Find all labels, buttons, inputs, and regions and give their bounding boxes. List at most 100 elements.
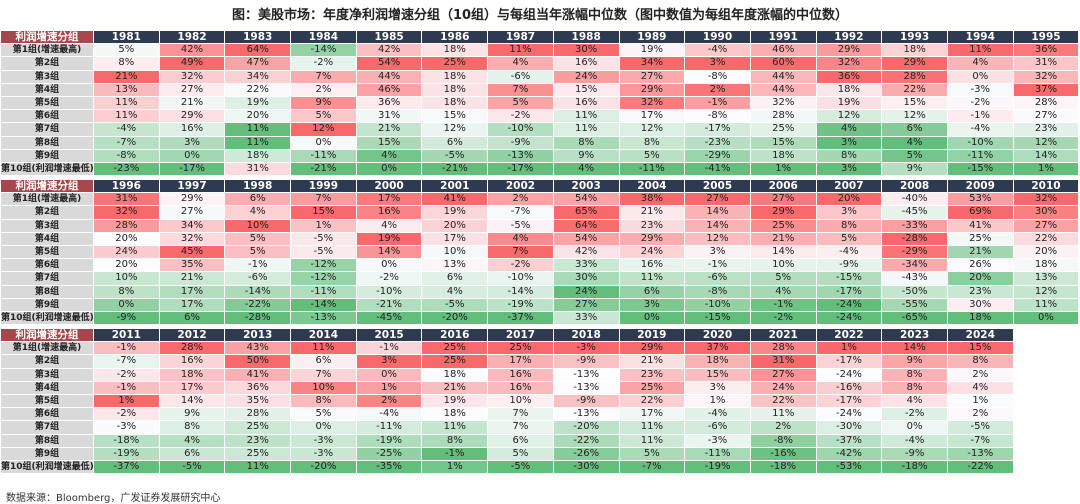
corner-label: 利润增速分组	[0, 178, 94, 194]
heatmap-cell-2016-g6: 18%	[421, 407, 489, 422]
year-header-1982: 1982	[158, 29, 226, 45]
heatmap-cell-2001-g7: 6%	[421, 271, 489, 286]
group-row-1: 第1组(增速最高) 5% 42% 64% -14% 42% 18% 11% 30% 19% -4% 4…	[0, 43, 1080, 58]
heatmap-cell-2008-g5: -29%	[881, 244, 948, 260]
row-label: 第9组	[0, 297, 94, 312]
heatmap-cell-2004-g10: 0%	[618, 310, 686, 326]
heatmap-cell-2019-g2: 21%	[618, 354, 686, 369]
heatmap-cell-1995-g4: 37%	[1012, 82, 1080, 97]
heatmap-cell-1989-g4: 29%	[618, 82, 686, 97]
heatmap-cell-1982-g2: 49%	[158, 56, 226, 71]
row-label: 第7组	[0, 271, 94, 286]
heatmap-cell-1995-g5: 28%	[1012, 95, 1080, 111]
heatmap-cell-1998-g2: 4%	[224, 205, 292, 220]
heatmap-cell-1984-g8: 0%	[290, 135, 357, 150]
heatmap-cell-1992-g6: 12%	[815, 109, 883, 124]
group-row-4: 第4组 13% 27% 22% 2% 46% 18% 7% 15% 29% 2% 44% 18% 22% -…	[0, 82, 1080, 97]
heatmap-cell-1989-g5: 32%	[618, 95, 686, 111]
heatmap-cell-1999-g6: -12%	[290, 258, 357, 273]
heatmap-cell-1999-g4: -5%	[290, 231, 357, 246]
row-label: 第1组(增速最高)	[0, 192, 94, 207]
heatmap-cell-2021-g6: 11%	[749, 407, 817, 422]
heatmap-cell-2011-g3: -2%	[93, 367, 160, 382]
row-label: 第4组	[0, 231, 94, 246]
group-row-1: 第1组(增速最高) -1% 28% 43% 11% -1% 25% 25% -3% 29% 37% 2…	[0, 341, 1014, 356]
heatmap-cell-1997-g6: 35%	[158, 258, 226, 273]
heatmap-cell-2024-g9: -13%	[946, 446, 1014, 461]
heatmap-cell-1993-g5: 15%	[881, 95, 948, 111]
heatmap-cell-2023-g3: 8%	[881, 367, 948, 382]
year-header-2020: 2020	[684, 327, 751, 343]
heatmap-cell-2001-g4: 17%	[421, 231, 489, 246]
heatmap-cell-1998-g9: -22%	[224, 297, 292, 312]
heatmap-cell-2001-g10: -20%	[421, 310, 489, 326]
heatmap-cell-2007-g4: 5%	[815, 231, 883, 246]
header-row: 利润增速分组 2011 2012 2013 2014 2015 2016 2017 2018 20…	[0, 327, 1014, 343]
row-label: 第3组	[0, 367, 94, 382]
heatmap-cell-1999-g10: -13%	[290, 310, 357, 326]
heatmap-cell-2019-g7: 11%	[618, 420, 686, 435]
heatmap-cell-1986-g1: 18%	[421, 43, 489, 58]
heatmap-cell-2016-g4: 21%	[421, 380, 489, 395]
heatmap-cell-2017-g10: -5%	[487, 459, 554, 475]
heatmap-cell-2001-g5: 10%	[421, 244, 489, 260]
heatmap-cell-2014-g9: -3%	[290, 446, 357, 461]
heatmap-cell-1991-g4: 44%	[749, 82, 817, 97]
heatmap-cell-2000-g5: 14%	[355, 244, 423, 260]
row-label: 第9组	[0, 446, 94, 461]
heatmap-cell-2020-g8: -3%	[684, 433, 751, 448]
corner-label: 利润增速分组	[0, 29, 94, 45]
heatmap-cell-1983-g1: 64%	[224, 43, 292, 58]
year-header-1985: 1985	[355, 29, 423, 45]
heatmap-cell-2011-g4: -1%	[93, 380, 160, 395]
heatmap-cell-2007-g3: 8%	[815, 218, 883, 233]
year-header-2022: 2022	[815, 327, 883, 343]
heatmap-cell-2014-g2: 6%	[290, 354, 357, 369]
year-header-1981: 1981	[93, 29, 160, 45]
heatmap-cell-1983-g7: 11%	[224, 122, 292, 137]
heatmap-cell-2009-g7: 20%	[946, 271, 1014, 286]
heatmap-cell-1985-g2: 54%	[355, 56, 423, 71]
heatmap-cell-2010-g4: 22%	[1012, 231, 1080, 246]
heatmap-cell-2013-g9: 25%	[224, 446, 292, 461]
heatmap-cell-2016-g10: 1%	[421, 459, 489, 475]
heatmap-cell-2018-g2: -9%	[552, 354, 620, 369]
heatmap-cell-2016-g9: -1%	[421, 446, 489, 461]
heatmap-cell-2014-g3: 7%	[290, 367, 357, 382]
heatmap-cell-2022-g3: -24%	[815, 367, 883, 382]
row-label: 第4组	[0, 380, 94, 395]
heatmap-cell-2007-g6: -9%	[815, 258, 883, 273]
year-header-2024: 2024	[946, 327, 1014, 343]
heatmap-cell-1981-g1: 5%	[93, 43, 160, 58]
heatmap-cell-2003-g4: 54%	[552, 231, 620, 246]
heatmap-cell-2016-g2: 25%	[421, 354, 489, 369]
group-row-10: 第10组(利润增速最低) -23% -17% 31% -21% 0% -21% -17% 4% -…	[0, 161, 1080, 177]
heatmap-cell-2022-g7: -30%	[815, 420, 883, 435]
year-header-2013: 2013	[224, 327, 292, 343]
heatmap-cell-1999-g8: -11%	[290, 284, 357, 299]
heatmap-cell-2003-g1: 54%	[552, 192, 620, 207]
row-label: 第9组	[0, 148, 94, 163]
year-header-1994: 1994	[946, 29, 1014, 45]
group-row-3: 第3组 28% 34% 10% 1% 4% 20% -5% 64% 23% 14% 25% 8% -33%…	[0, 218, 1080, 233]
heatmap-cell-2020-g9: -11%	[684, 446, 751, 461]
row-label: 第7组	[0, 122, 94, 137]
group-row-2: 第2组 8% 49% 47% -2% 54% 25% 4% 16% 34% 3% 60% 32% 29% 4…	[0, 56, 1080, 71]
heatmap-cell-2024-g8: -7%	[946, 433, 1014, 448]
heatmap-cell-2005-g1: 27%	[684, 192, 751, 207]
year-header-2014: 2014	[290, 327, 357, 343]
group-row-7: 第7组 -3% 8% 25% 0% -11% 11% 7% -20% 11% -6% 2% -30% 0%…	[0, 420, 1014, 435]
heatmap-cell-2023-g4: 8%	[881, 380, 948, 395]
heatmap-cell-2000-g9: -21%	[355, 297, 423, 312]
heatmap-cell-2020-g3: 15%	[684, 367, 751, 382]
heatmap-cell-2011-g5: 1%	[93, 393, 160, 409]
heatmap-cell-2019-g1: 29%	[618, 341, 686, 356]
heatmap-cell-1987-g3: -6%	[487, 69, 554, 84]
year-header-1984: 1984	[290, 29, 357, 45]
heatmap-cell-2015-g5: 2%	[355, 393, 423, 409]
heatmap-cell-2012-g6: 9%	[158, 407, 226, 422]
heatmap-cell-1986-g3: 18%	[421, 69, 489, 84]
heatmap-cell-1995-g2: 31%	[1012, 56, 1080, 71]
heatmap-cell-1983-g4: 22%	[224, 82, 292, 97]
heatmap-cell-2006-g7: 5%	[749, 271, 817, 286]
